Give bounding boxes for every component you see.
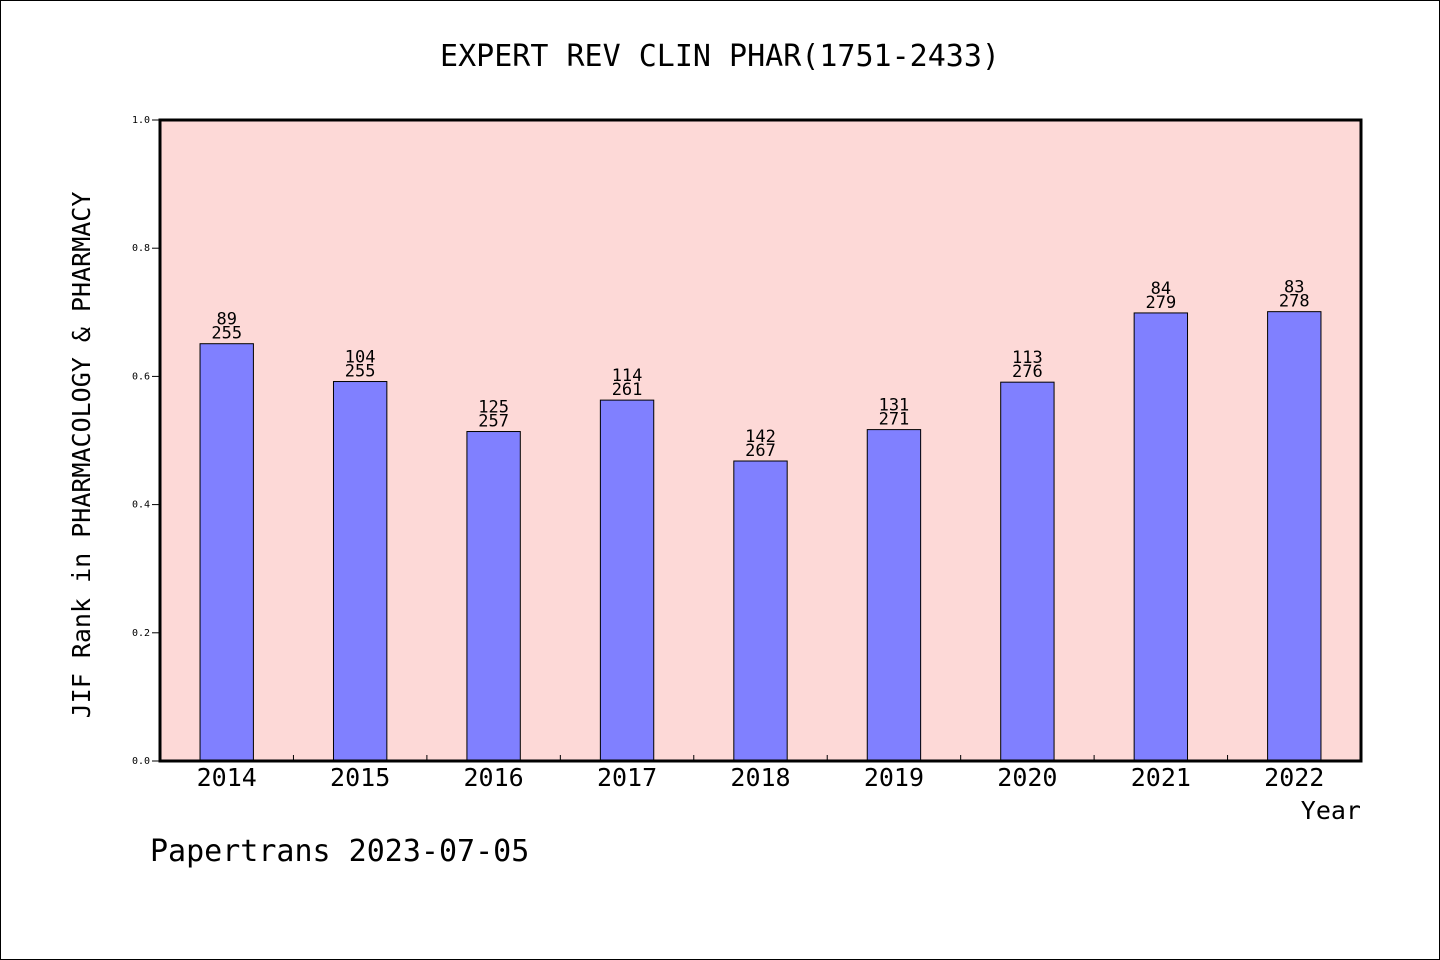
plot-border bbox=[158, 118, 1363, 763]
bar-label-rank: 89 bbox=[216, 310, 236, 330]
x-tick-label: 2017 bbox=[597, 763, 657, 792]
y-axis-label: JIF Rank in PHARMACOLOGY & PHARMACY bbox=[67, 192, 96, 719]
bar-label-total: 261 bbox=[612, 380, 643, 400]
x-tick-label: 2018 bbox=[730, 763, 790, 792]
bar-2020 bbox=[1000, 381, 1055, 762]
bar-label-rank: 104 bbox=[345, 348, 376, 368]
bar-label-total: 278 bbox=[1279, 292, 1310, 312]
bar-2016 bbox=[466, 431, 521, 762]
y-tick-label: 0.2 bbox=[132, 628, 150, 639]
x-tick-label: 2014 bbox=[197, 763, 257, 792]
bar-2021 bbox=[1133, 312, 1189, 762]
x-tick-label: 2016 bbox=[464, 763, 524, 792]
bar-2019 bbox=[866, 429, 922, 762]
bar-2018 bbox=[733, 460, 788, 762]
bar-2022 bbox=[1267, 311, 1322, 762]
footer-text: Papertrans 2023-07-05 bbox=[150, 834, 530, 869]
bar-2014 bbox=[199, 343, 254, 762]
bar-2015 bbox=[332, 381, 388, 762]
bar-label-total: 267 bbox=[745, 441, 776, 461]
bar-label-total: 255 bbox=[211, 324, 242, 344]
y-tick-label: 0.0 bbox=[132, 756, 150, 767]
x-axis-label: Year bbox=[1301, 796, 1361, 825]
bar-2017 bbox=[599, 399, 655, 762]
bar-label-rank: 142 bbox=[745, 427, 776, 447]
bar-label-rank: 125 bbox=[478, 398, 509, 418]
y-tick-label: 0.4 bbox=[132, 500, 150, 511]
x-tick-label: 2015 bbox=[330, 763, 390, 792]
y-tick-label: 1.0 bbox=[132, 115, 150, 126]
chart-title: EXPERT REV CLIN PHAR(1751-2433) bbox=[440, 39, 1000, 74]
bar-label-rank: 113 bbox=[1012, 348, 1043, 368]
x-tick-label: 2022 bbox=[1264, 763, 1324, 792]
bar-label-rank: 84 bbox=[1151, 279, 1171, 299]
bar-label-total: 276 bbox=[1012, 362, 1043, 382]
bar-label-total: 255 bbox=[345, 362, 376, 382]
y-tick-label: 0.8 bbox=[132, 243, 150, 254]
bar-label-rank: 114 bbox=[612, 366, 643, 386]
y-tick-label: 0.6 bbox=[132, 371, 150, 382]
bar-label-total: 257 bbox=[478, 412, 509, 432]
x-tick-label: 2019 bbox=[864, 763, 924, 792]
bar-label-total: 279 bbox=[1145, 293, 1176, 313]
bar-label-rank: 83 bbox=[1284, 278, 1304, 298]
x-tick-label: 2021 bbox=[1131, 763, 1191, 792]
x-tick-label: 2020 bbox=[997, 763, 1057, 792]
bar-label-rank: 131 bbox=[879, 396, 910, 416]
bar-label-total: 271 bbox=[879, 410, 910, 430]
